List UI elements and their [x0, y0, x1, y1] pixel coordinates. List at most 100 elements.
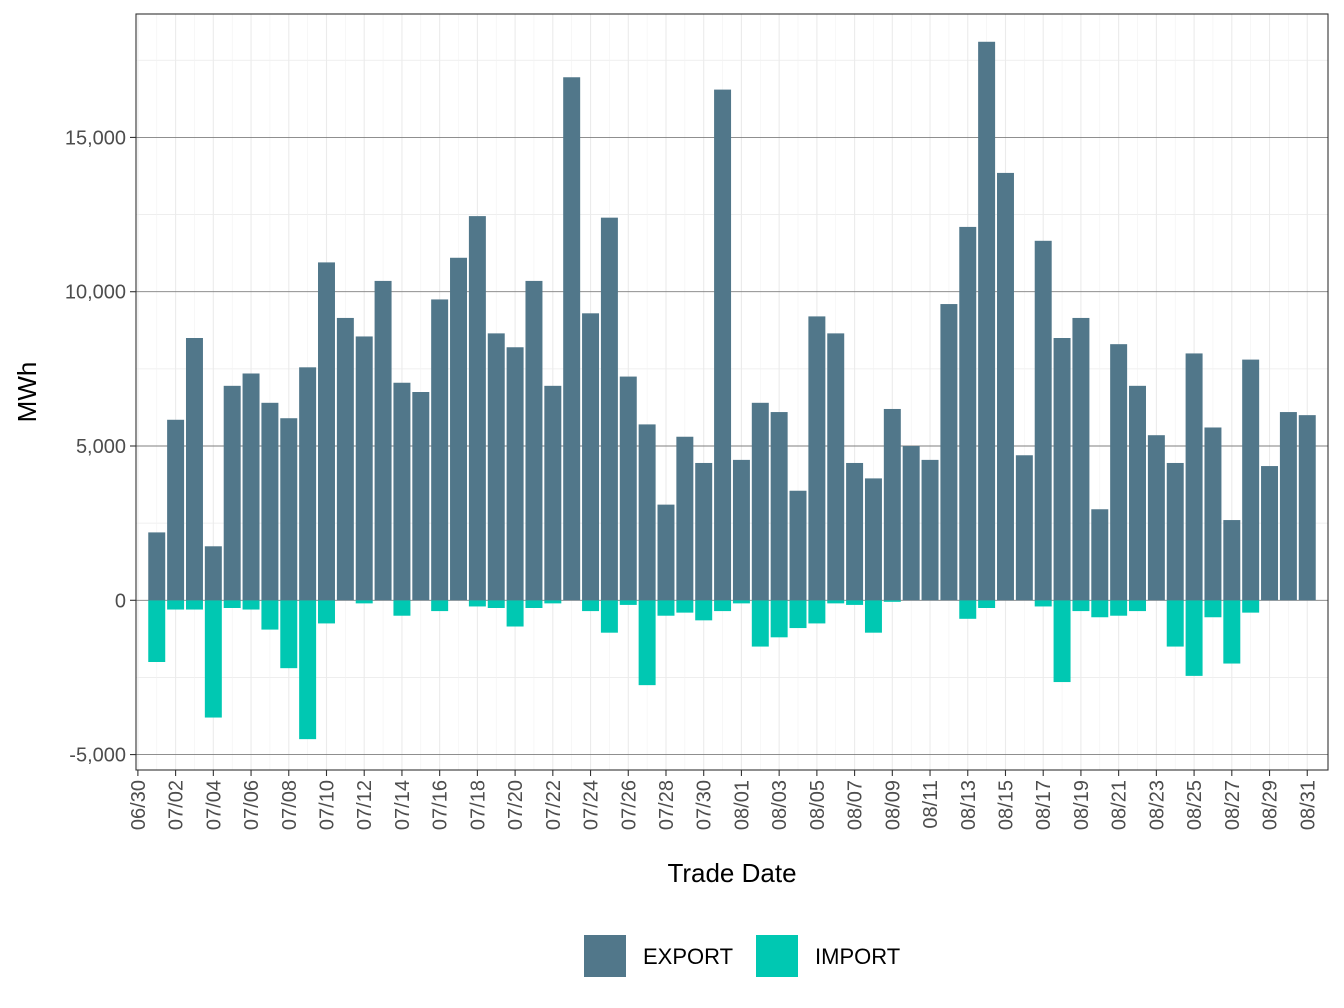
x-tick-label: 07/02 — [166, 780, 188, 830]
import-bar — [1223, 600, 1241, 664]
export-bar — [525, 280, 543, 601]
import-bar — [1166, 600, 1184, 647]
y-axis-title: MWh — [12, 362, 42, 423]
import-bar — [789, 600, 807, 629]
export-bar — [732, 459, 750, 601]
export-bar — [714, 89, 732, 601]
y-axis: -5,000 0 5,000 10,000 15,000 — [65, 127, 136, 767]
import-bar — [506, 600, 524, 627]
import-bar — [676, 600, 694, 613]
export-bar — [148, 532, 166, 601]
export-bar — [280, 418, 298, 601]
export-bar — [770, 412, 788, 601]
x-tick-label: 07/04 — [203, 780, 225, 830]
import-bar — [1204, 600, 1222, 618]
x-tick-label: 07/26 — [618, 780, 640, 830]
export-bar — [1261, 466, 1279, 601]
export-bar — [355, 336, 373, 601]
import-bar — [1072, 600, 1090, 612]
import-bar — [487, 600, 505, 608]
x-tick-label: 07/06 — [241, 780, 263, 830]
x-axis: 06/30 07/02 07/04 07/06 07/08 07/10 07/12 07/14… — [128, 770, 1319, 830]
export-bar — [827, 333, 845, 601]
import-bar — [1034, 600, 1052, 607]
x-tick-label: 08/11 — [920, 780, 942, 829]
import-bar — [959, 600, 977, 619]
x-tick-label: 08/23 — [1146, 780, 1168, 830]
x-tick-label: 07/28 — [656, 780, 678, 830]
import-bar — [167, 600, 185, 610]
export-legend-label: EXPORT — [643, 944, 733, 969]
x-tick-label: 07/30 — [694, 780, 716, 830]
x-tick-label: 07/16 — [430, 780, 452, 830]
import-bars — [148, 600, 1260, 740]
export-bar — [563, 77, 581, 601]
export-bar — [1298, 415, 1316, 601]
export-bar — [1015, 455, 1033, 601]
import-bar — [695, 600, 713, 621]
import-bar — [827, 600, 845, 604]
export-bar — [582, 313, 600, 601]
export-bar — [1242, 359, 1260, 601]
export-bar — [978, 41, 996, 601]
import-bar — [770, 600, 788, 638]
x-tick-label: 07/12 — [354, 780, 376, 830]
import-bar — [1242, 600, 1260, 613]
export-bar — [676, 436, 694, 601]
x-tick-label: 07/08 — [279, 780, 301, 830]
x-tick-label: 08/25 — [1184, 780, 1206, 830]
import-bar — [242, 600, 260, 610]
export-bar — [1034, 240, 1052, 601]
x-tick-label: 08/05 — [807, 780, 829, 830]
import-bar — [223, 600, 241, 608]
legend: EXPORT IMPORT — [584, 935, 900, 977]
x-tick-label: 08/27 — [1222, 780, 1244, 830]
export-bar — [468, 216, 486, 601]
export-bar — [204, 546, 222, 601]
x-tick-label: 08/31 — [1297, 780, 1319, 830]
export-bar — [374, 280, 392, 601]
export-bar — [318, 262, 335, 601]
import-bar — [1110, 600, 1128, 616]
import-bar — [846, 600, 864, 605]
y-tick-label: 10,000 — [65, 282, 126, 304]
y-tick-label: -5,000 — [69, 745, 126, 767]
export-bar — [789, 490, 807, 601]
import-bar — [318, 600, 335, 624]
import-bar — [525, 600, 543, 608]
export-bar — [751, 402, 769, 601]
export-bar — [1279, 412, 1297, 601]
import-bar — [1185, 600, 1203, 676]
import-bar — [751, 600, 769, 647]
export-bar — [883, 408, 901, 601]
import-bar — [299, 600, 317, 740]
y-tick-label: 5,000 — [76, 436, 126, 458]
export-bar — [695, 462, 713, 601]
import-bar — [393, 600, 411, 616]
export-bar — [544, 385, 562, 601]
export-bar — [393, 382, 411, 601]
export-bar — [1147, 435, 1165, 601]
panel-border — [135, 13, 1329, 771]
import-legend-key — [756, 935, 798, 977]
x-tick-label: 06/30 — [128, 780, 150, 830]
export-bar — [242, 373, 260, 601]
x-tick-label: 08/07 — [845, 780, 867, 830]
x-tick-label: 07/24 — [581, 780, 603, 830]
x-tick-label: 08/29 — [1260, 780, 1282, 830]
export-bar — [940, 304, 958, 601]
x-tick-label: 08/09 — [882, 780, 904, 830]
export-bar — [167, 419, 185, 601]
export-bar — [638, 424, 656, 601]
export-bar — [808, 316, 826, 601]
export-bar — [996, 172, 1014, 601]
export-bar — [412, 392, 430, 601]
export-legend-key — [584, 935, 626, 977]
import-legend-label: IMPORT — [815, 944, 900, 969]
export-bar — [1053, 338, 1071, 601]
x-axis-title: Trade Date — [667, 858, 796, 888]
x-tick-label: 07/10 — [316, 780, 338, 830]
x-tick-label: 08/17 — [1033, 780, 1055, 830]
y-tick-label: 0 — [115, 590, 126, 612]
export-bar — [1223, 520, 1241, 601]
